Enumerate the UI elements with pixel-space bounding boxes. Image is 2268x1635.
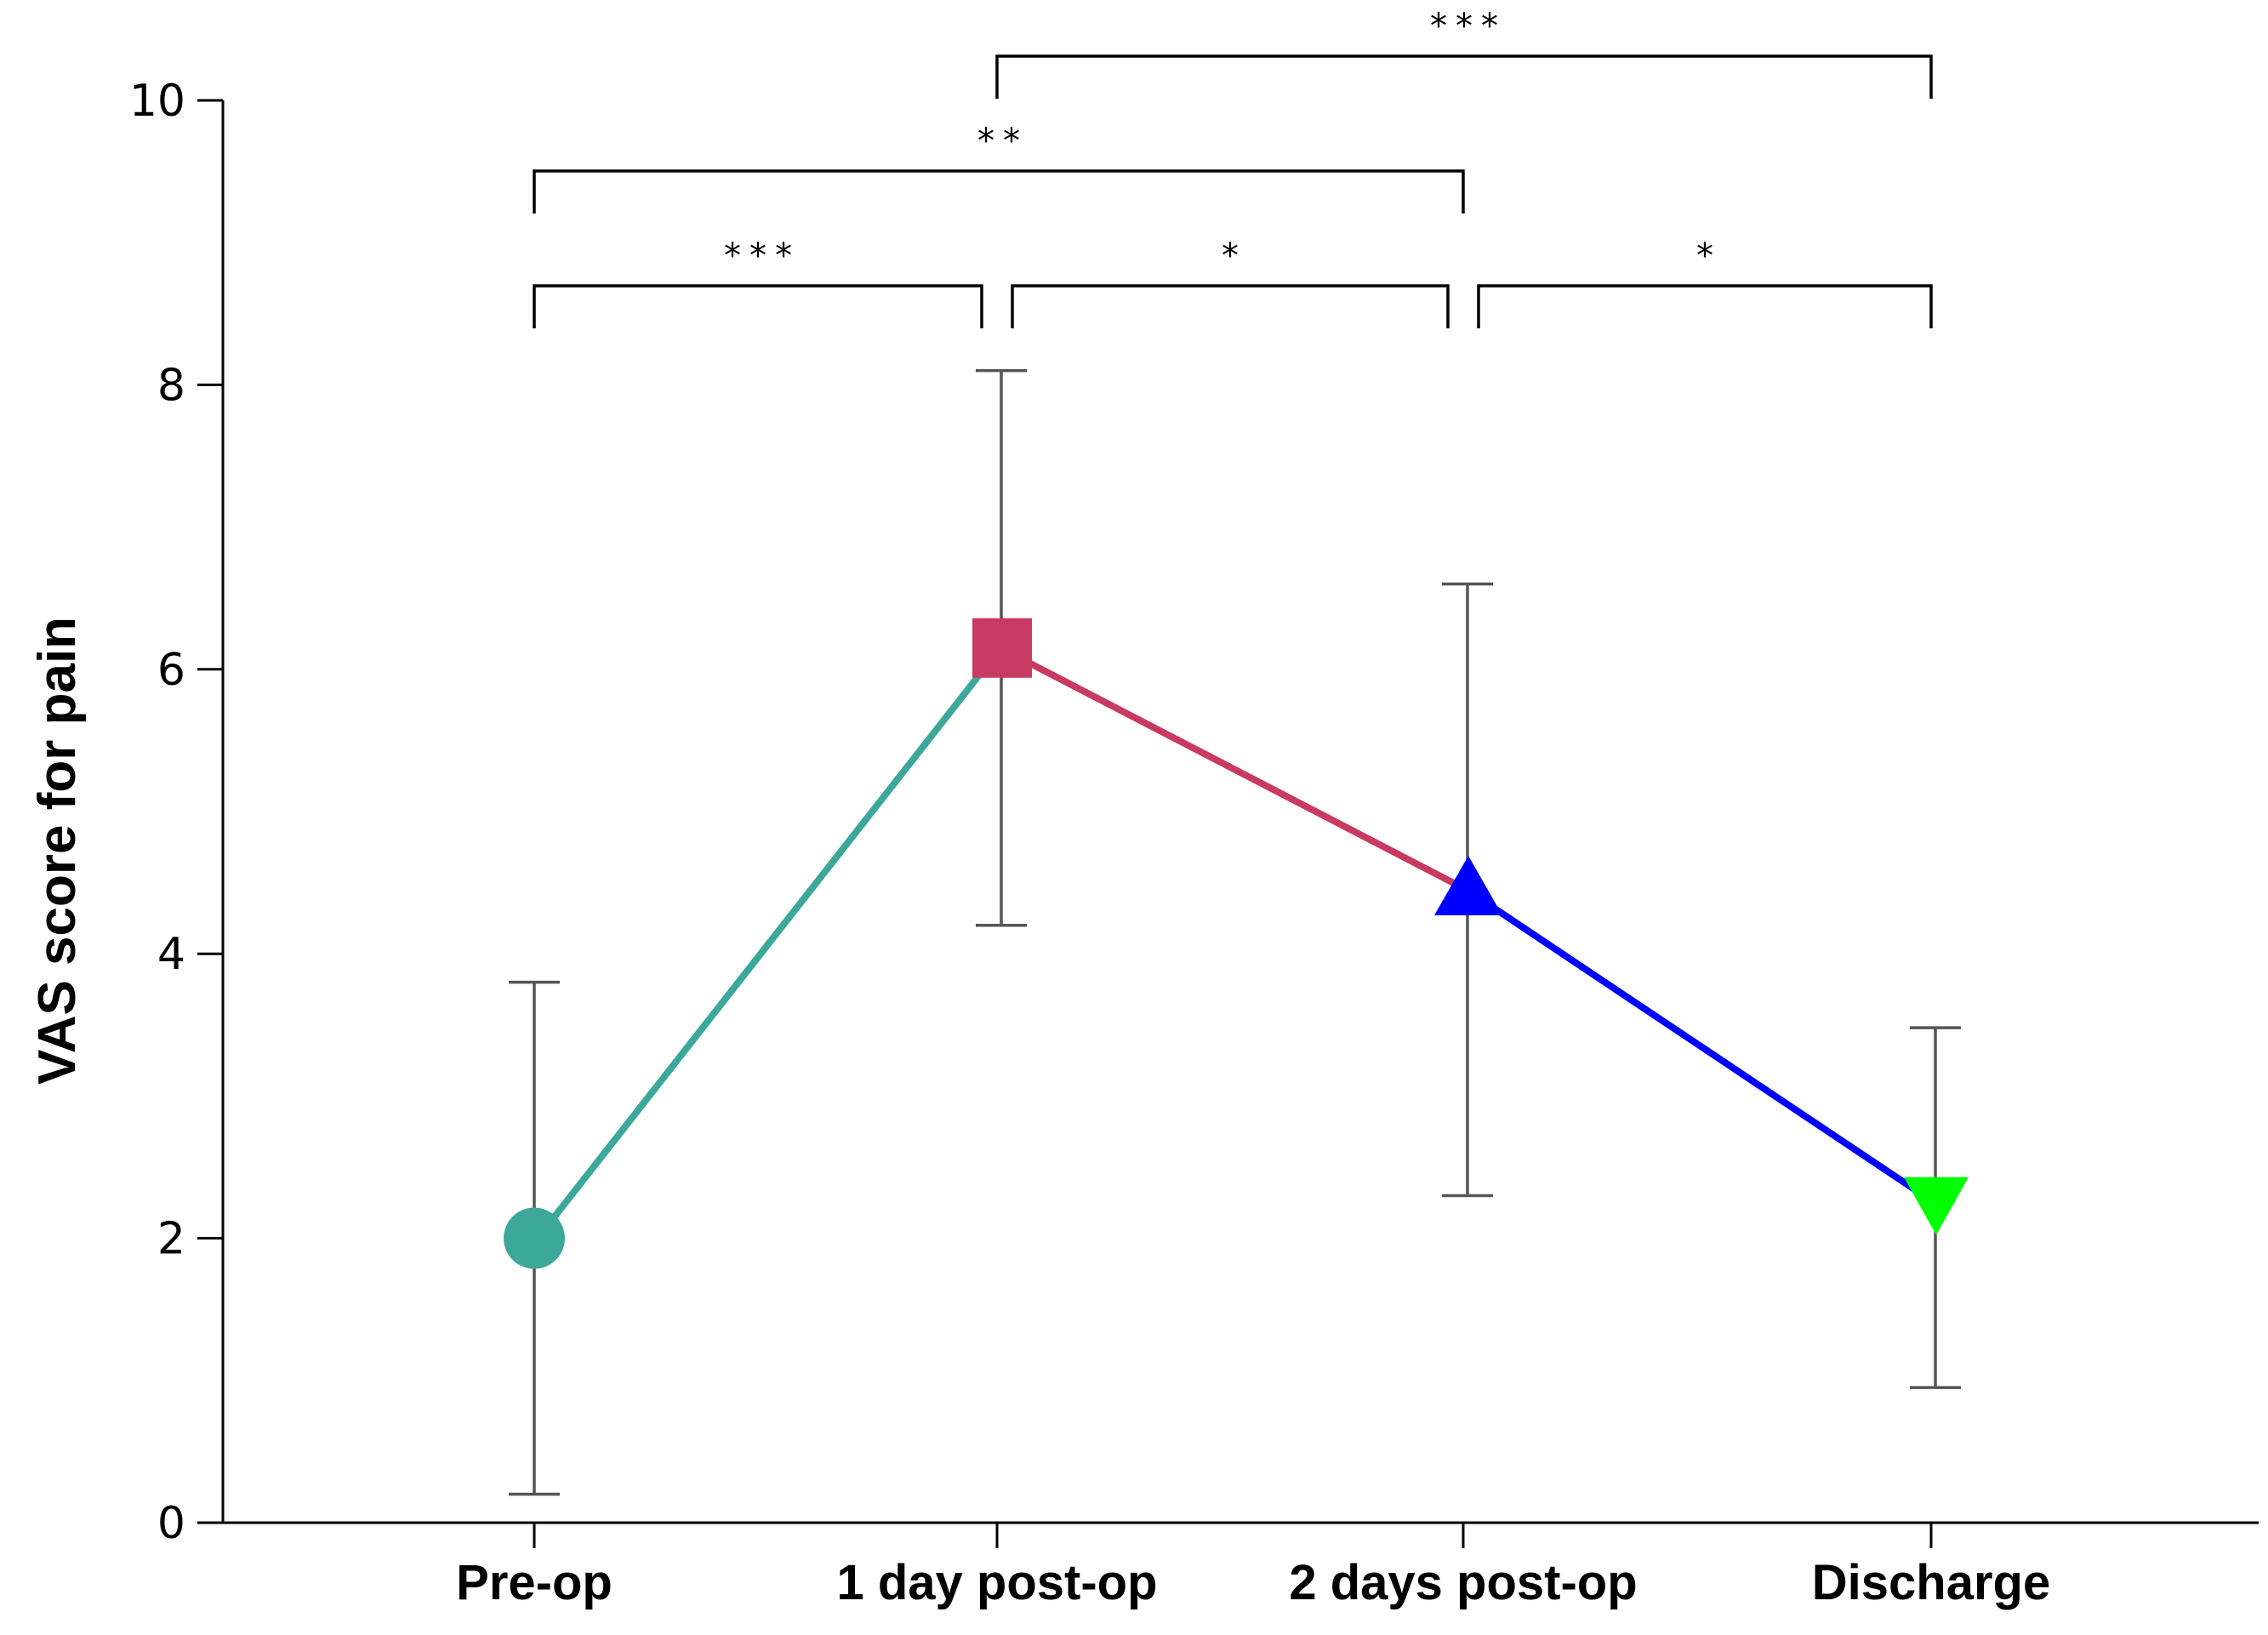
series-line-2-days-post-op-to-discharge [1463,886,1938,1206]
marker-2-days-post-op [1434,855,1502,915]
significance-bracket [533,284,983,328]
y-tick-label: 6 [157,645,185,696]
significance-bracket [995,54,1933,99]
series-line-1-day-post-op-to-2-days-post-op [997,644,1470,893]
y-tick-label: 0 [157,1498,185,1549]
series-lines [534,644,1938,1242]
marker-discharge [1904,1176,1969,1235]
y-axis-label: VAS score for pain [28,617,87,1085]
significance-label: *** [1430,7,1507,46]
significance-label: * [1696,236,1722,276]
y-tick-label: 8 [157,360,185,411]
series-line-pre-op-to-1-day-post-op [534,644,1004,1242]
significance-label: * [1222,236,1247,276]
y-tick-label: 10 [129,76,185,127]
marker-1-day-post-op [972,618,1032,678]
significance-brackets: *** * ****** [533,7,1933,328]
marker-pre-op [504,1207,565,1269]
y-tick-label: 4 [157,929,185,980]
x-ticks: Pre-op 1 day post-op 2 days post-op Dischar… [456,1523,2050,1610]
significance-label: ** [977,122,1029,161]
x-tick-label-1-day-post-op: 1 day post-op [836,1555,1157,1610]
axes [221,100,2259,1524]
y-tick-label: 2 [157,1214,185,1265]
significance-bracket [533,169,1465,214]
significance-label: *** [724,236,801,276]
x-tick-label-pre-op: Pre-op [456,1555,613,1610]
y-ticks: 0 2 4 6 8 10 [129,76,223,1549]
error-bars [509,368,1961,1496]
data-markers [504,618,1969,1269]
significance-bracket [1011,284,1450,328]
significance-bracket [1477,284,1933,328]
x-tick-label-discharge: Discharge [1812,1555,2050,1610]
x-tick-label-2-days-post-op: 2 days post-op [1289,1555,1637,1610]
